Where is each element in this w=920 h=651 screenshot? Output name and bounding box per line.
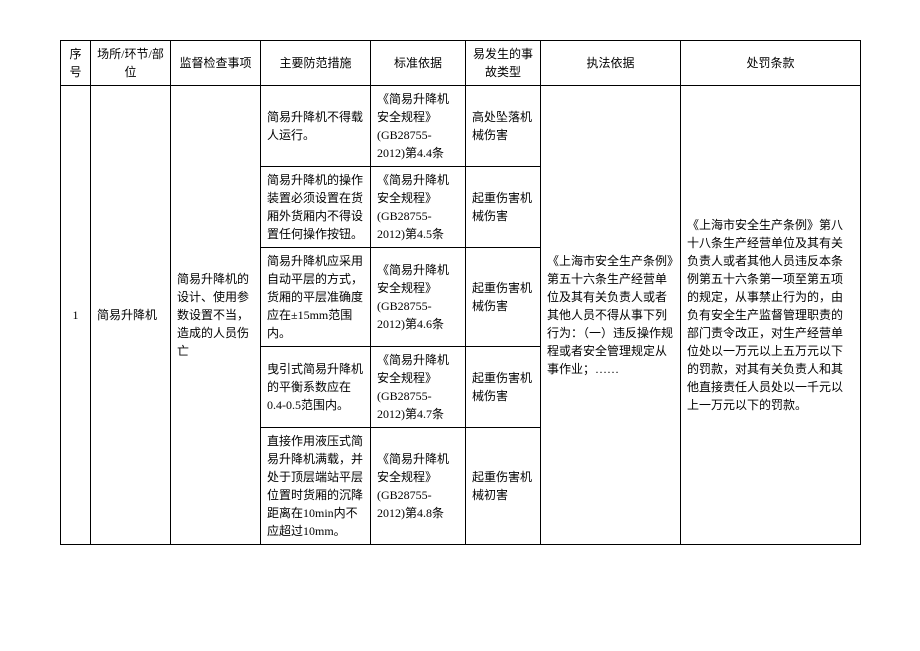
- cell-measure: 简易升降机应采用自动平层的方式，货厢的平层准确度应在±15mm范围内。: [261, 248, 371, 347]
- cell-measure: 简易升降机的操作装置必须设置在货厢外货厢内不得设置任何操作按钮。: [261, 167, 371, 248]
- cell-basis: 《简易升降机安全规程》(GB28755-2012)第4.8条: [371, 428, 466, 545]
- header-law: 执法依据: [541, 41, 681, 86]
- header-basis: 标准依据: [371, 41, 466, 86]
- cell-accident: 起重伤害机械伤害: [466, 347, 541, 428]
- table-header-row: 序号 场所/环节/部位 监督检查事项 主要防范措施 标准依据 易发生的事故类型 …: [61, 41, 861, 86]
- header-accident: 易发生的事故类型: [466, 41, 541, 86]
- cell-law: 《上海市安全生产条例》第五十六条生产经营单位及其有关负责人或者其他人员不得从事下…: [541, 86, 681, 545]
- cell-accident: 起重伤害机械伤害: [466, 167, 541, 248]
- cell-accident: 起重伤害机械初害: [466, 428, 541, 545]
- cell-basis: 《简易升降机安全规程》(GB28755-2012)第4.7条: [371, 347, 466, 428]
- regulation-table: 序号 场所/环节/部位 监督检查事项 主要防范措施 标准依据 易发生的事故类型 …: [60, 40, 861, 545]
- header-area: 场所/环节/部位: [91, 41, 171, 86]
- cell-basis: 《简易升降机安全规程》(GB28755-2012)第4.6条: [371, 248, 466, 347]
- cell-measure: 曳引式简易升降机的平衡系数应在0.4-0.5范围内。: [261, 347, 371, 428]
- cell-accident: 起重伤害机械伤害: [466, 248, 541, 347]
- header-penalty: 处罚条款: [681, 41, 861, 86]
- cell-accident: 高处坠落机械伤害: [466, 86, 541, 167]
- cell-seq: 1: [61, 86, 91, 545]
- header-seq: 序号: [61, 41, 91, 86]
- cell-measure: 简易升降机不得载人运行。: [261, 86, 371, 167]
- cell-basis: 《简易升降机安全规程》(GB28755-2012)第4.5条: [371, 167, 466, 248]
- cell-inspection: 简易升降机的设计、使用参数设置不当，造成的人员伤亡: [171, 86, 261, 545]
- cell-basis: 《简易升降机安全规程》(GB28755-2012)第4.4条: [371, 86, 466, 167]
- cell-penalty: 《上海市安全生产条例》第八十八条生产经营单位及其有关负责人或者其他人员违反本条例…: [681, 86, 861, 545]
- header-inspection: 监督检查事项: [171, 41, 261, 86]
- cell-measure: 直接作用液压式简易升降机满载，并处于顶层端站平层位置时货厢的沉降距离在10min…: [261, 428, 371, 545]
- cell-area: 简易升降机: [91, 86, 171, 545]
- header-measure: 主要防范措施: [261, 41, 371, 86]
- table-row: 1 简易升降机 简易升降机的设计、使用参数设置不当，造成的人员伤亡 简易升降机不…: [61, 86, 861, 167]
